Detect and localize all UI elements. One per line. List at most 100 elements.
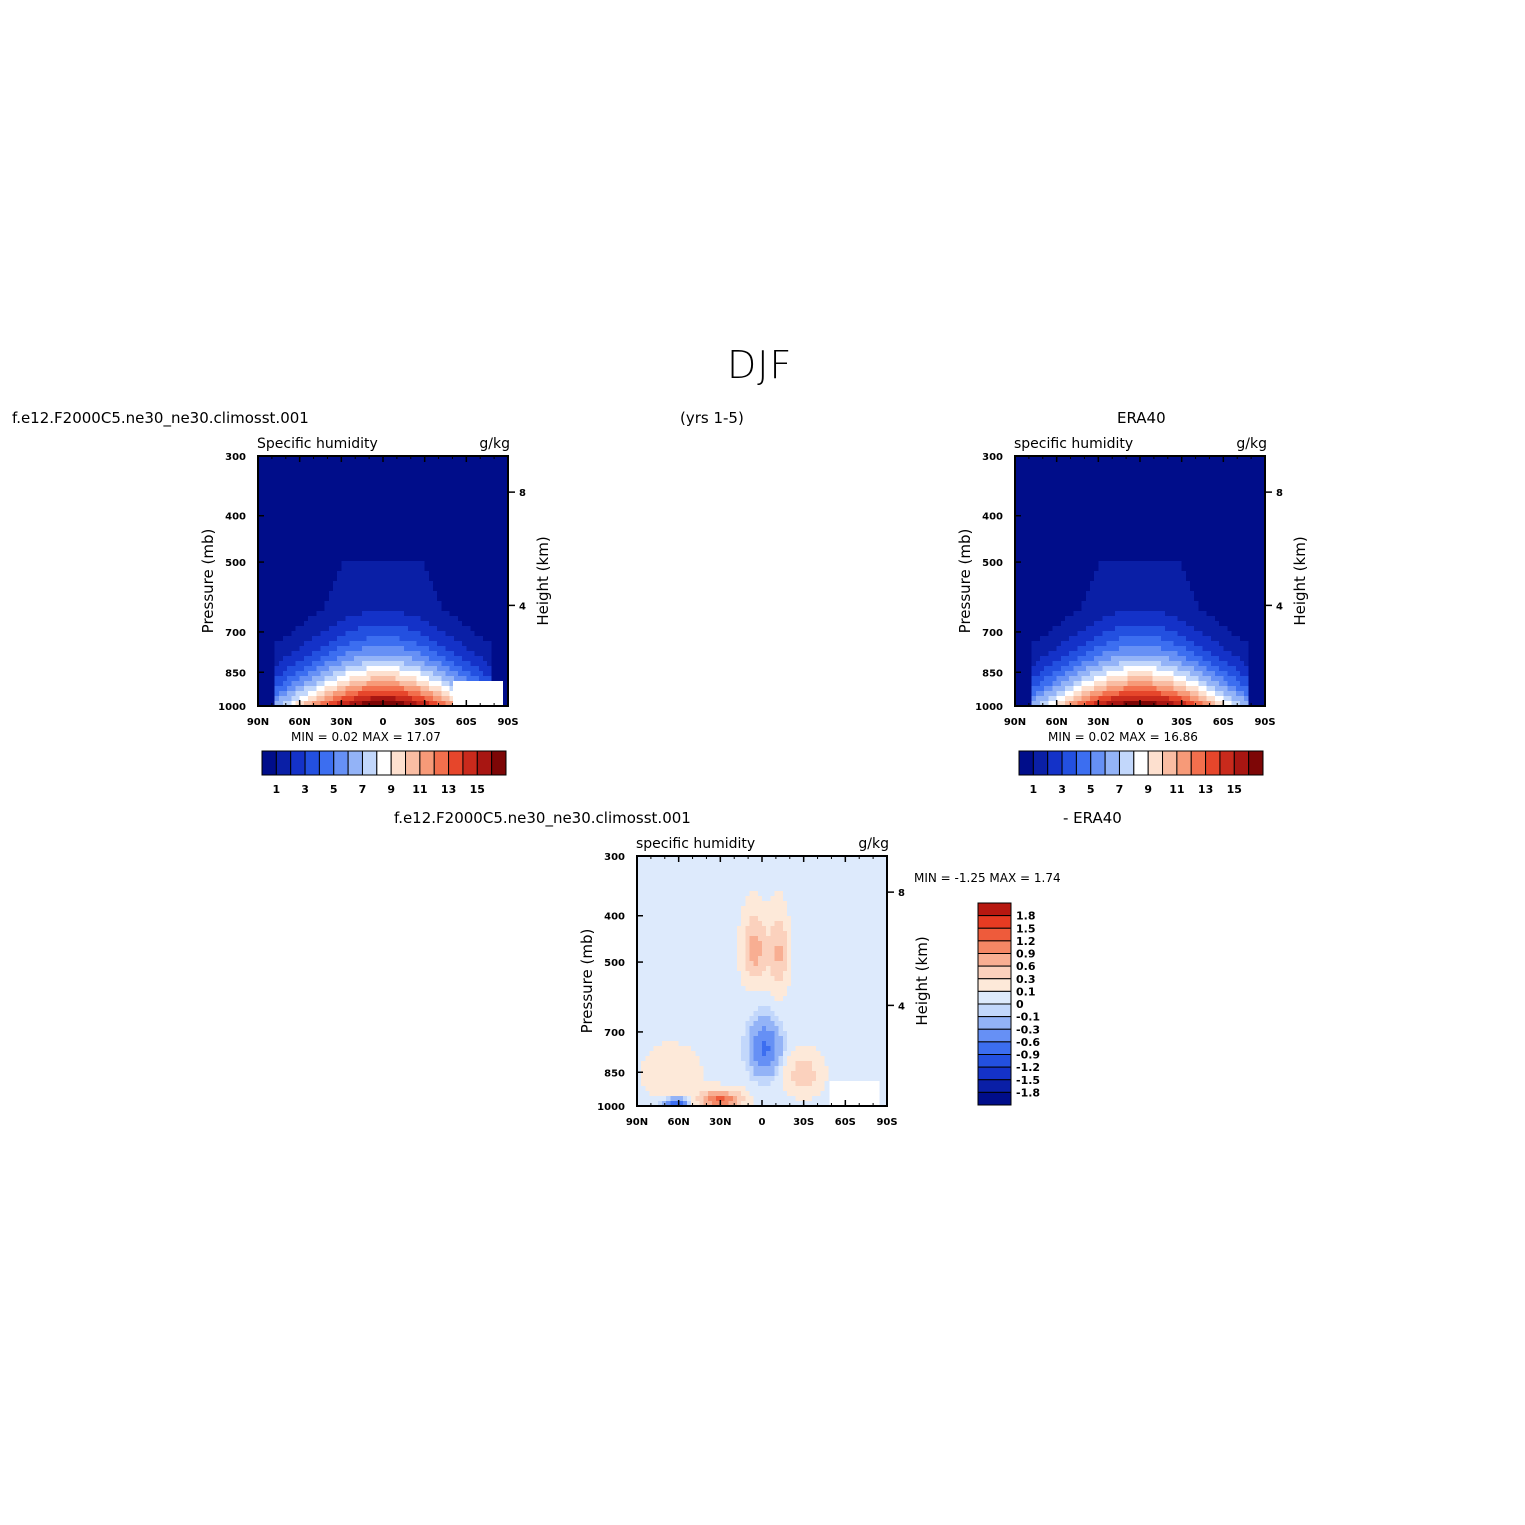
model-field-cell	[353, 581, 359, 587]
top-left-case-name: f.e12.F2000C5.ne30_ne30.climosst.001	[12, 409, 309, 427]
model-field-cell	[449, 626, 455, 632]
obs-field-cell	[1023, 626, 1029, 632]
model-field-cell	[270, 471, 276, 477]
model-field-cell	[270, 691, 276, 697]
model-field-cell	[416, 556, 422, 562]
obs-field-cell	[1023, 636, 1029, 642]
obs-field-cell	[1035, 561, 1041, 567]
model-field-cell	[478, 571, 484, 577]
obs-field-cell	[1119, 501, 1124, 507]
model-field-cell	[308, 551, 313, 557]
obs-field-cell	[1102, 476, 1108, 482]
obs-field-cell	[1160, 691, 1166, 697]
model-field-cell	[270, 676, 276, 682]
obs-field-cell	[1031, 531, 1037, 537]
model-field-cell	[320, 586, 326, 592]
model-field-cell	[428, 531, 434, 537]
obs-field-cell	[1131, 461, 1137, 467]
model-field-cell	[499, 646, 505, 652]
model-field-cell	[333, 621, 338, 627]
model-field-cell	[503, 551, 509, 557]
obs-field-cell	[1135, 681, 1141, 687]
model-field-cell	[266, 471, 272, 477]
model-field-cell	[283, 646, 288, 652]
model-field-cell	[428, 696, 434, 702]
obs-field-cell	[1069, 631, 1074, 637]
obs-field-cell	[1027, 576, 1033, 582]
model-field-cell	[378, 471, 384, 477]
model-field-cell	[283, 591, 288, 597]
model-field-cell	[312, 611, 317, 617]
obs-field-cell	[1165, 521, 1170, 527]
model-field-cell	[278, 521, 284, 527]
model-field-cell	[416, 561, 422, 567]
obs-field-cell	[1090, 541, 1095, 547]
model-field-cell	[366, 461, 372, 467]
model-field-cell	[278, 611, 284, 617]
model-field-cell	[433, 631, 438, 637]
obs-field-cell	[1115, 576, 1120, 582]
obs-field-cell	[1090, 641, 1095, 647]
model-field-cell	[399, 516, 405, 522]
model-field-cell	[366, 681, 372, 687]
model-field-cell	[503, 591, 509, 597]
model-field-cell	[483, 521, 488, 527]
model-field-cell	[441, 696, 447, 702]
obs-field-cell	[1023, 631, 1029, 637]
model-field-cell	[428, 666, 434, 672]
model-field-cell	[428, 571, 434, 577]
model-field-cell	[337, 466, 342, 472]
model-field-cell	[333, 551, 338, 557]
model-field-cell	[483, 606, 488, 612]
model-field-cell	[420, 506, 426, 512]
obs-field-cell	[1127, 656, 1133, 662]
model-field-cell	[383, 516, 388, 522]
obs-field-cell	[1127, 471, 1133, 477]
model-field-cell	[266, 641, 272, 647]
model-field-cell	[487, 481, 492, 487]
obs-field-cell	[1077, 681, 1083, 687]
model-field-cell	[341, 651, 347, 657]
obs-field-cell	[1073, 576, 1079, 582]
model-field-cell	[349, 541, 355, 547]
model-field-cell	[474, 566, 480, 572]
model-field-cell	[283, 481, 288, 487]
obs-field-cell	[1148, 681, 1154, 687]
model-field-cell	[262, 506, 267, 512]
model-field-cell	[474, 601, 480, 607]
model-field-cell	[328, 551, 334, 557]
model-field-cell	[383, 561, 388, 567]
obs-field-cell	[1156, 466, 1162, 472]
obs-field-cell	[1027, 641, 1033, 647]
model-field-cell	[391, 496, 397, 502]
obs-field-cell	[1106, 541, 1112, 547]
model-field-cell	[395, 676, 401, 682]
obs-field-cell	[1102, 636, 1108, 642]
model-field-cell	[495, 546, 501, 552]
model-field-cell	[274, 521, 280, 527]
model-field-cell	[408, 506, 413, 512]
obs-field-cell	[1098, 531, 1104, 537]
model-field-cell	[437, 591, 442, 597]
model-field-cell	[428, 511, 434, 517]
model-field-cell	[287, 491, 292, 497]
model-field-cell	[270, 611, 276, 617]
obs-field-cell	[1165, 671, 1170, 677]
obs-field-cell	[1015, 596, 1020, 602]
obs-field-cell	[1015, 676, 1020, 682]
model-field-cell	[428, 501, 434, 507]
model-field-cell	[503, 571, 509, 577]
model-field-cell	[295, 516, 301, 522]
model-field-cell	[437, 551, 442, 557]
obs-field-cell	[1160, 581, 1166, 587]
model-field-cell	[441, 486, 447, 492]
obs-field-cell	[1094, 701, 1099, 707]
model-field-cell	[503, 456, 509, 462]
obs-field-cell	[1065, 691, 1070, 697]
obs-field-cell	[1160, 496, 1166, 502]
model-field-cell	[441, 636, 447, 642]
obs-field-cell	[1102, 461, 1108, 467]
model-field-cell	[316, 571, 322, 577]
model-field-cell	[462, 506, 467, 512]
obs-field-cell	[1090, 636, 1095, 642]
